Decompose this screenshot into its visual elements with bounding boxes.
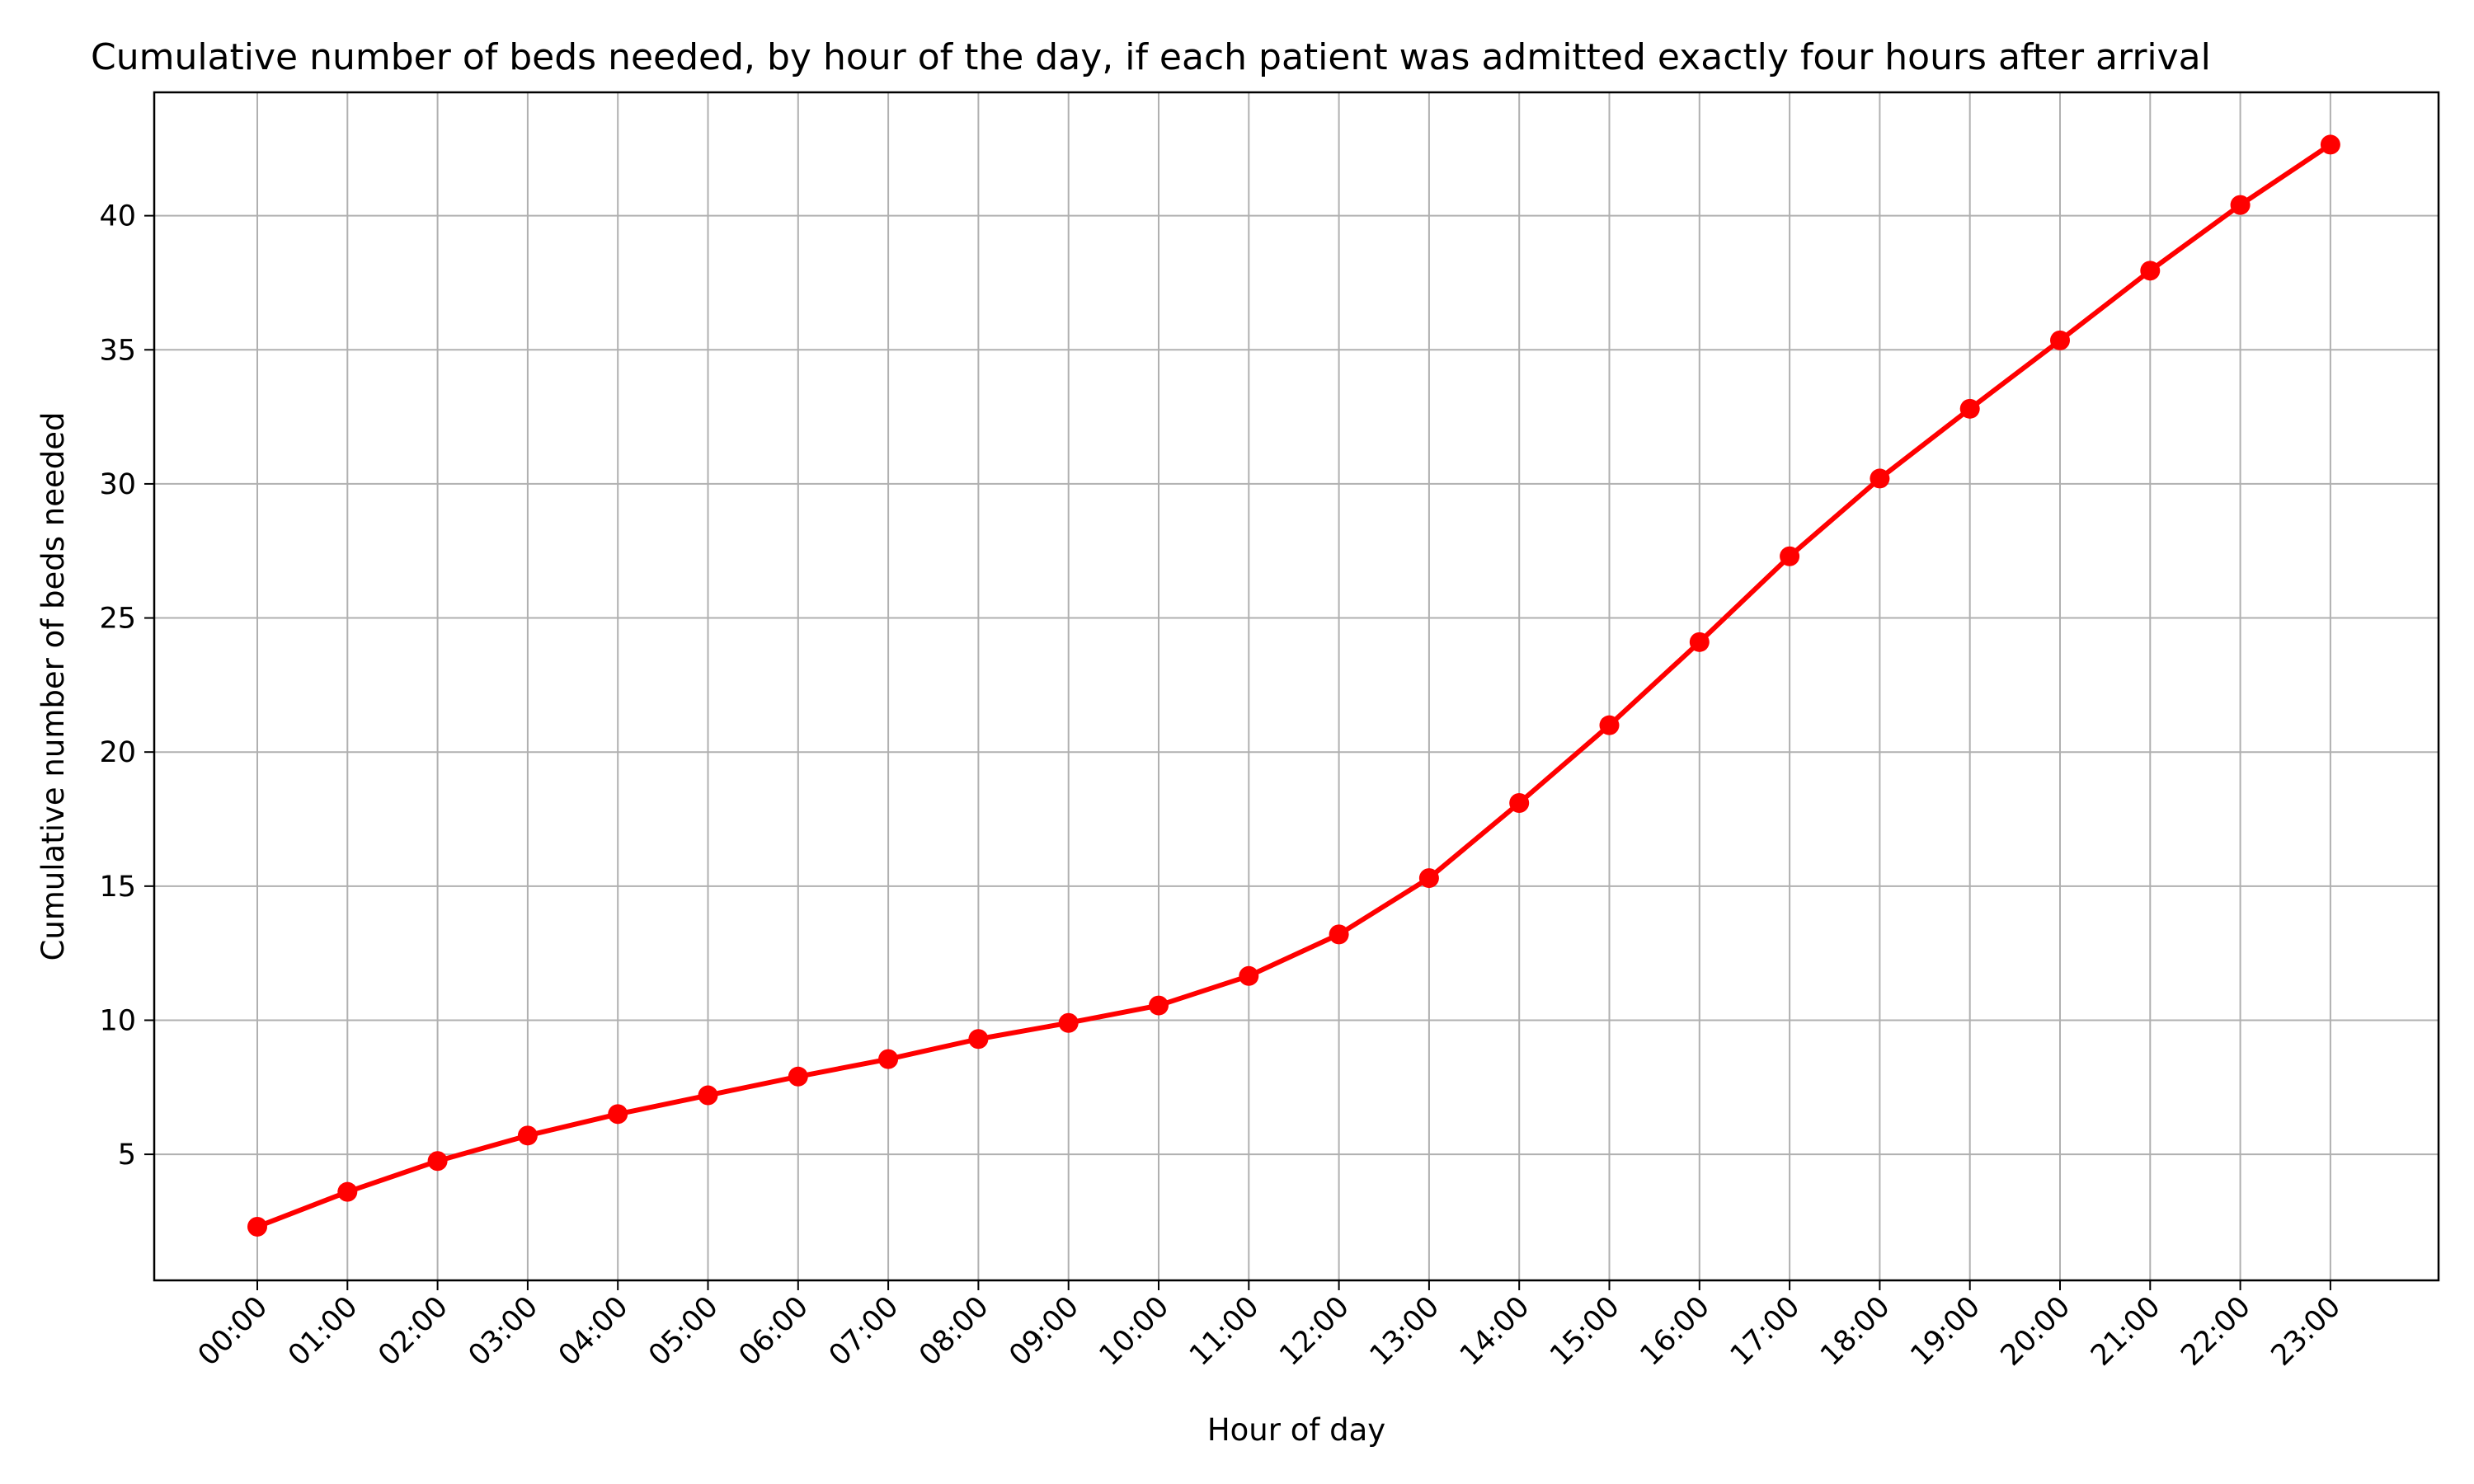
data-point xyxy=(1058,1012,1079,1033)
y-tick-label: 35 xyxy=(99,334,136,367)
data-point xyxy=(1418,868,1439,889)
data-point xyxy=(517,1125,538,1146)
grid-lines xyxy=(154,92,2439,1280)
data-point xyxy=(2230,195,2251,215)
data-point xyxy=(788,1066,808,1087)
data-point xyxy=(1599,715,1620,735)
data-point xyxy=(1870,468,1890,489)
data-point xyxy=(247,1216,267,1237)
y-axis-ticks: 5 10 15 20 25 30 35 40 xyxy=(99,200,154,1172)
chart-title: Cumulative number of beds needed, by hou… xyxy=(91,36,2211,78)
data-point xyxy=(608,1104,628,1125)
y-tick-label: 15 xyxy=(99,871,136,904)
data-point xyxy=(1329,924,1349,945)
data-point xyxy=(2140,261,2161,281)
data-point xyxy=(337,1181,358,1202)
y-tick-label: 5 xyxy=(118,1139,136,1172)
series-line-group xyxy=(247,134,2340,1237)
y-tick-label: 40 xyxy=(99,200,136,233)
data-point xyxy=(1689,632,1710,652)
y-tick-label: 10 xyxy=(99,1004,136,1037)
plot-area-frame xyxy=(153,91,2440,1282)
data-point xyxy=(1959,398,1980,419)
data-point xyxy=(968,1029,989,1050)
series-line xyxy=(255,142,2333,1229)
y-tick-label: 30 xyxy=(99,468,136,501)
data-point xyxy=(2050,330,2070,350)
y-tick-label: 20 xyxy=(99,736,136,769)
data-point xyxy=(878,1049,899,1069)
x-axis-label: Hour of day xyxy=(1207,1412,1385,1448)
data-point xyxy=(1239,965,1259,986)
data-point xyxy=(1509,792,1530,813)
data-point xyxy=(1780,546,1800,566)
data-point xyxy=(1149,995,1169,1016)
y-tick-label: 25 xyxy=(99,603,136,636)
data-point xyxy=(2320,134,2340,155)
y-axis-label: Cumulative number of beds needed xyxy=(35,411,71,960)
data-point xyxy=(427,1151,448,1172)
data-point xyxy=(698,1085,718,1106)
